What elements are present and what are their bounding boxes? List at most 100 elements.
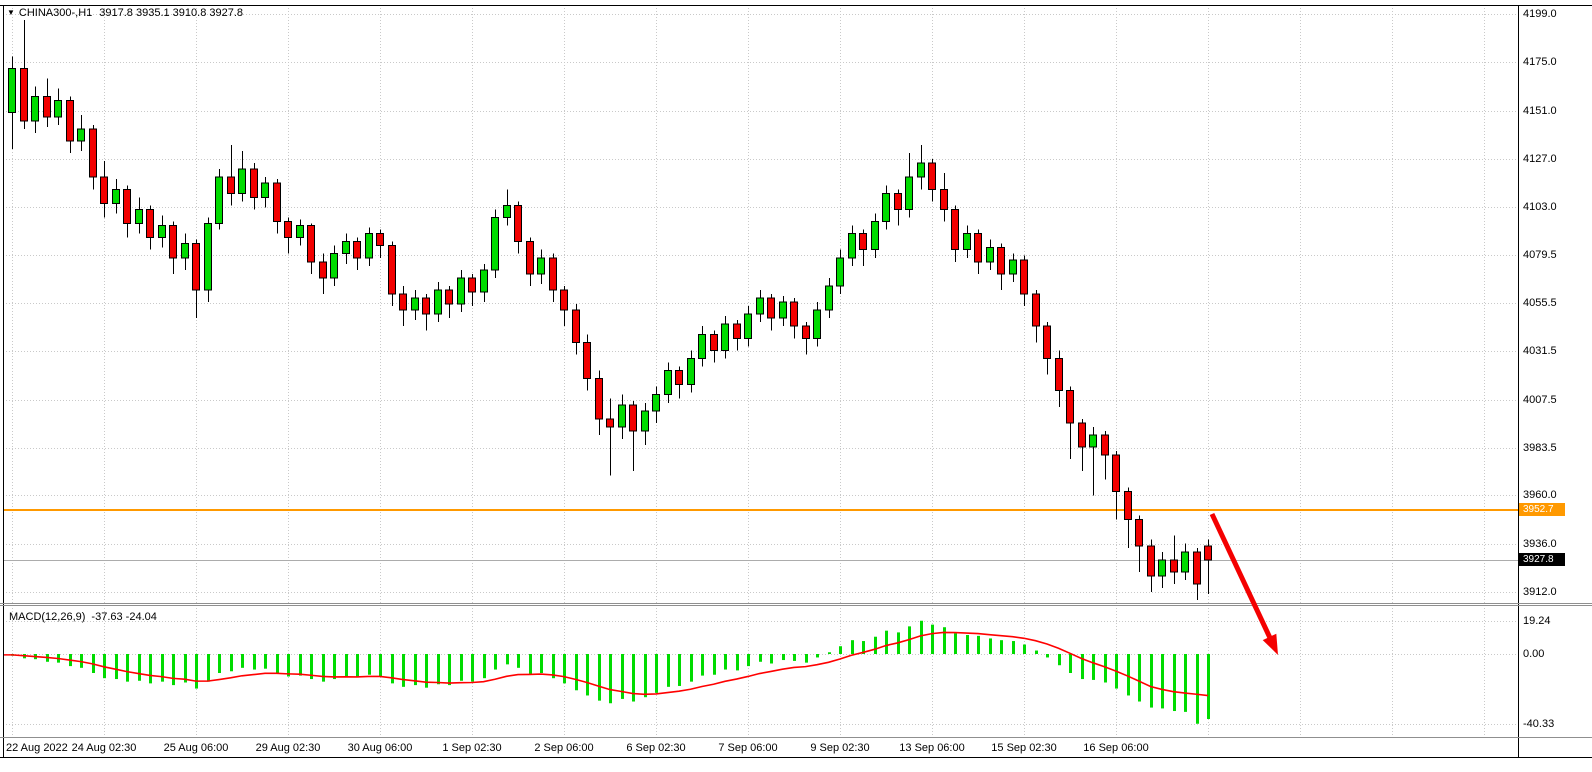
candle-up bbox=[135, 208, 143, 225]
symbol-name: CHINA300-,H1 bbox=[18, 7, 93, 19]
candle-up bbox=[905, 176, 913, 210]
price-axis-label: 4151.0 bbox=[1523, 105, 1557, 117]
candle-down bbox=[526, 241, 534, 275]
candle-down bbox=[675, 370, 683, 386]
candle-down bbox=[1043, 325, 1051, 359]
candle-down bbox=[997, 247, 1005, 275]
indicator-label: MACD(12,26,9) -37.63 -24.04 bbox=[9, 611, 157, 623]
candle-up bbox=[411, 297, 419, 311]
candle-down bbox=[353, 241, 361, 259]
candle-down bbox=[514, 204, 522, 243]
candle-up bbox=[1181, 551, 1189, 573]
candle-up bbox=[1009, 259, 1017, 275]
time-axis-label: 24 Aug 02:30 bbox=[71, 742, 137, 754]
candle-up bbox=[215, 176, 223, 225]
ohlc-quote: 3917.8 3935.1 3910.8 3927.8 bbox=[99, 7, 244, 19]
resistance-price-tag[interactable]: 3952.7 bbox=[1519, 503, 1565, 516]
candle-up bbox=[813, 309, 821, 339]
candle-down bbox=[445, 289, 453, 305]
candle-down bbox=[123, 188, 131, 225]
time-axis-label: 16 Sep 06:00 bbox=[1083, 742, 1149, 754]
candle-up bbox=[31, 96, 39, 122]
symbol-marker-icon: ▼ bbox=[7, 8, 15, 17]
candle-up bbox=[721, 323, 729, 351]
candle-down bbox=[1124, 490, 1132, 521]
price-axis-label: 4127.0 bbox=[1523, 153, 1557, 165]
candle-up bbox=[836, 257, 844, 287]
time-axis-label: 29 Aug 02:30 bbox=[255, 742, 321, 754]
bid-price-tag: 3927.8 bbox=[1519, 553, 1565, 566]
candle-down bbox=[192, 243, 200, 291]
candle-down bbox=[572, 309, 580, 343]
candle-up bbox=[1158, 559, 1166, 577]
price-axis-label: 4175.0 bbox=[1523, 56, 1557, 68]
candle-down bbox=[549, 257, 557, 291]
indicator-axis-label: 0.00 bbox=[1523, 648, 1545, 660]
time-axis-label: 9 Sep 02:30 bbox=[810, 742, 870, 754]
candle-down bbox=[169, 225, 177, 259]
price-axis-label: 3936.0 bbox=[1523, 538, 1557, 550]
candle-up bbox=[181, 243, 189, 259]
candle-down bbox=[606, 418, 614, 428]
candle-up bbox=[882, 192, 890, 223]
candle-up bbox=[434, 289, 442, 315]
candle-up bbox=[158, 225, 166, 239]
candle-down bbox=[1135, 519, 1143, 547]
price-axis-label: 3983.5 bbox=[1523, 442, 1557, 454]
candle-down bbox=[1032, 293, 1040, 327]
candle-down bbox=[767, 297, 775, 319]
candle-down bbox=[20, 67, 28, 122]
candle-up bbox=[261, 182, 269, 198]
candle-down bbox=[468, 277, 476, 293]
price-level-lines[interactable] bbox=[3, 509, 1518, 561]
candle-down bbox=[583, 341, 591, 380]
candle-down bbox=[399, 293, 407, 311]
candlestick-series bbox=[8, 20, 1212, 601]
indicator-axis-label: 19.24 bbox=[1523, 615, 1551, 627]
candle-up bbox=[744, 313, 752, 339]
candle-down bbox=[733, 323, 741, 339]
candle-down bbox=[560, 289, 568, 311]
time-axis-label: 15 Sep 02:30 bbox=[991, 742, 1057, 754]
candle-up bbox=[871, 221, 879, 251]
time-axis-label: 22 Aug 2022 bbox=[6, 742, 68, 754]
candle-up bbox=[457, 277, 465, 305]
price-axis-label: 4103.0 bbox=[1523, 201, 1557, 213]
price-axis-label: 4055.5 bbox=[1523, 297, 1557, 309]
candle-down bbox=[974, 233, 982, 263]
candle-up bbox=[238, 168, 246, 194]
time-axis-label: 13 Sep 06:00 bbox=[899, 742, 965, 754]
candle-up bbox=[687, 357, 695, 386]
candle-down bbox=[1055, 357, 1063, 392]
price-axis-label: 3912.0 bbox=[1523, 586, 1557, 598]
candle-down bbox=[1078, 422, 1086, 448]
candle-up bbox=[204, 223, 212, 291]
candle-up bbox=[54, 100, 62, 118]
candle-up bbox=[664, 370, 672, 396]
candle-down bbox=[1170, 559, 1178, 573]
arrow-head bbox=[1262, 633, 1278, 655]
time-axis-label: 25 Aug 06:00 bbox=[163, 742, 229, 754]
time-axis-label: 6 Sep 02:30 bbox=[626, 742, 686, 754]
candle-down bbox=[100, 176, 108, 204]
trend-arrow-annotation[interactable] bbox=[1209, 512, 1278, 655]
candle-down bbox=[859, 233, 867, 251]
candle-up bbox=[779, 301, 787, 319]
candle-down bbox=[1193, 551, 1201, 585]
quote-header: ▼ CHINA300-,H1 3917.8 3935.1 3910.8 3927.8 bbox=[7, 7, 243, 19]
candle-down bbox=[894, 192, 902, 210]
candle-down bbox=[307, 225, 315, 263]
candle-down bbox=[1112, 454, 1120, 492]
candle-down bbox=[710, 333, 718, 351]
candle-down bbox=[595, 378, 603, 420]
candle-up bbox=[848, 233, 856, 259]
candle-down bbox=[319, 261, 327, 279]
candle-up bbox=[963, 233, 971, 251]
time-axis-label: 7 Sep 06:00 bbox=[718, 742, 778, 754]
candle-down bbox=[629, 404, 637, 432]
indicator-values: -37.63 -24.04 bbox=[91, 611, 157, 623]
candle-down bbox=[146, 208, 154, 239]
candle-down bbox=[227, 176, 235, 194]
